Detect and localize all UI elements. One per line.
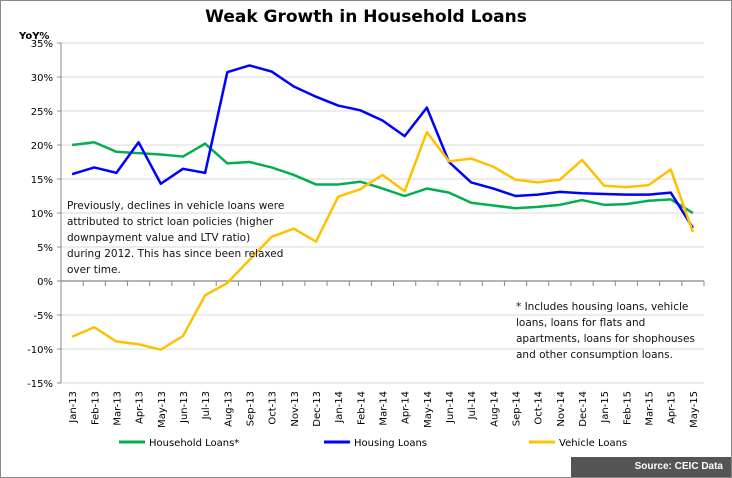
y-axis-label: YoY%	[18, 31, 49, 42]
x-tick-label: Apr-15	[667, 391, 678, 424]
x-tick-label: Aug-14	[489, 391, 500, 427]
series-line-household-loans-	[71, 141, 694, 215]
x-tick-label: Sep-13	[245, 391, 256, 426]
x-tick-label: Nov-14	[556, 391, 567, 427]
y-tick-label: 5%	[37, 243, 53, 254]
x-tick-label: Mar-15	[645, 391, 656, 426]
y-tick-label: 10%	[31, 209, 53, 220]
x-tick-label: Jan-14	[334, 391, 345, 424]
x-tick-label: Sep-14	[512, 391, 523, 426]
x-tick-label: May-15	[689, 391, 700, 428]
y-tick-label: -5%	[34, 311, 53, 322]
y-tick-label: 30%	[31, 73, 53, 84]
y-tick-label: 20%	[31, 141, 53, 152]
y-tick-label: 35%	[31, 39, 53, 50]
x-tick-label: Feb-13	[90, 391, 101, 425]
source-label: Source: CEIC Data	[571, 457, 731, 477]
legend-label: Vehicle Loans	[559, 438, 627, 449]
x-tick-label: Apr-14	[401, 391, 412, 424]
x-tick-label: Jun-13	[179, 391, 190, 424]
series-line-housing-loans	[71, 64, 694, 229]
annotation-footnote: * Includes housing loans, vehicle loans,…	[516, 301, 695, 361]
x-tick-label: Oct-13	[268, 391, 279, 425]
x-tick-label: Jul-14	[467, 391, 478, 420]
series-line-vehicle-loans	[71, 130, 695, 351]
legend-label: Housing Loans	[354, 438, 427, 449]
y-tick-label: -10%	[27, 345, 53, 356]
x-tick-label: Feb-14	[356, 391, 367, 425]
x-tick-label: Nov-13	[290, 391, 301, 427]
x-tick-label: Aug-13	[223, 391, 234, 427]
legend-label: Household Loans*	[149, 438, 239, 449]
x-tick-label: Apr-13	[135, 391, 146, 424]
x-tick-label: May-14	[423, 391, 434, 428]
y-tick-label: 0%	[37, 277, 53, 288]
x-tick-label: Jun-14	[445, 391, 456, 424]
y-tick-label: 15%	[31, 175, 53, 186]
x-tick-label: Oct-14	[534, 391, 545, 425]
chart-title: Weak Growth in Household Loans	[205, 7, 527, 27]
x-tick-label: Mar-13	[112, 391, 123, 426]
x-tick-label: Feb-15	[622, 391, 633, 425]
x-tick-label: Dec-13	[312, 391, 323, 427]
annotation-vehicle: Previously, declines in vehicle loans we…	[67, 200, 285, 276]
x-tick-label: Jan-13	[68, 391, 79, 424]
y-tick-label: -15%	[27, 379, 53, 390]
x-tick-label: May-13	[157, 391, 168, 428]
x-tick-label: Mar-14	[379, 391, 390, 426]
x-tick-label: Dec-14	[578, 391, 589, 427]
y-tick-label: 25%	[31, 107, 53, 118]
x-tick-label: Jul-13	[201, 391, 212, 420]
x-tick-label: Jan-15	[600, 391, 611, 424]
